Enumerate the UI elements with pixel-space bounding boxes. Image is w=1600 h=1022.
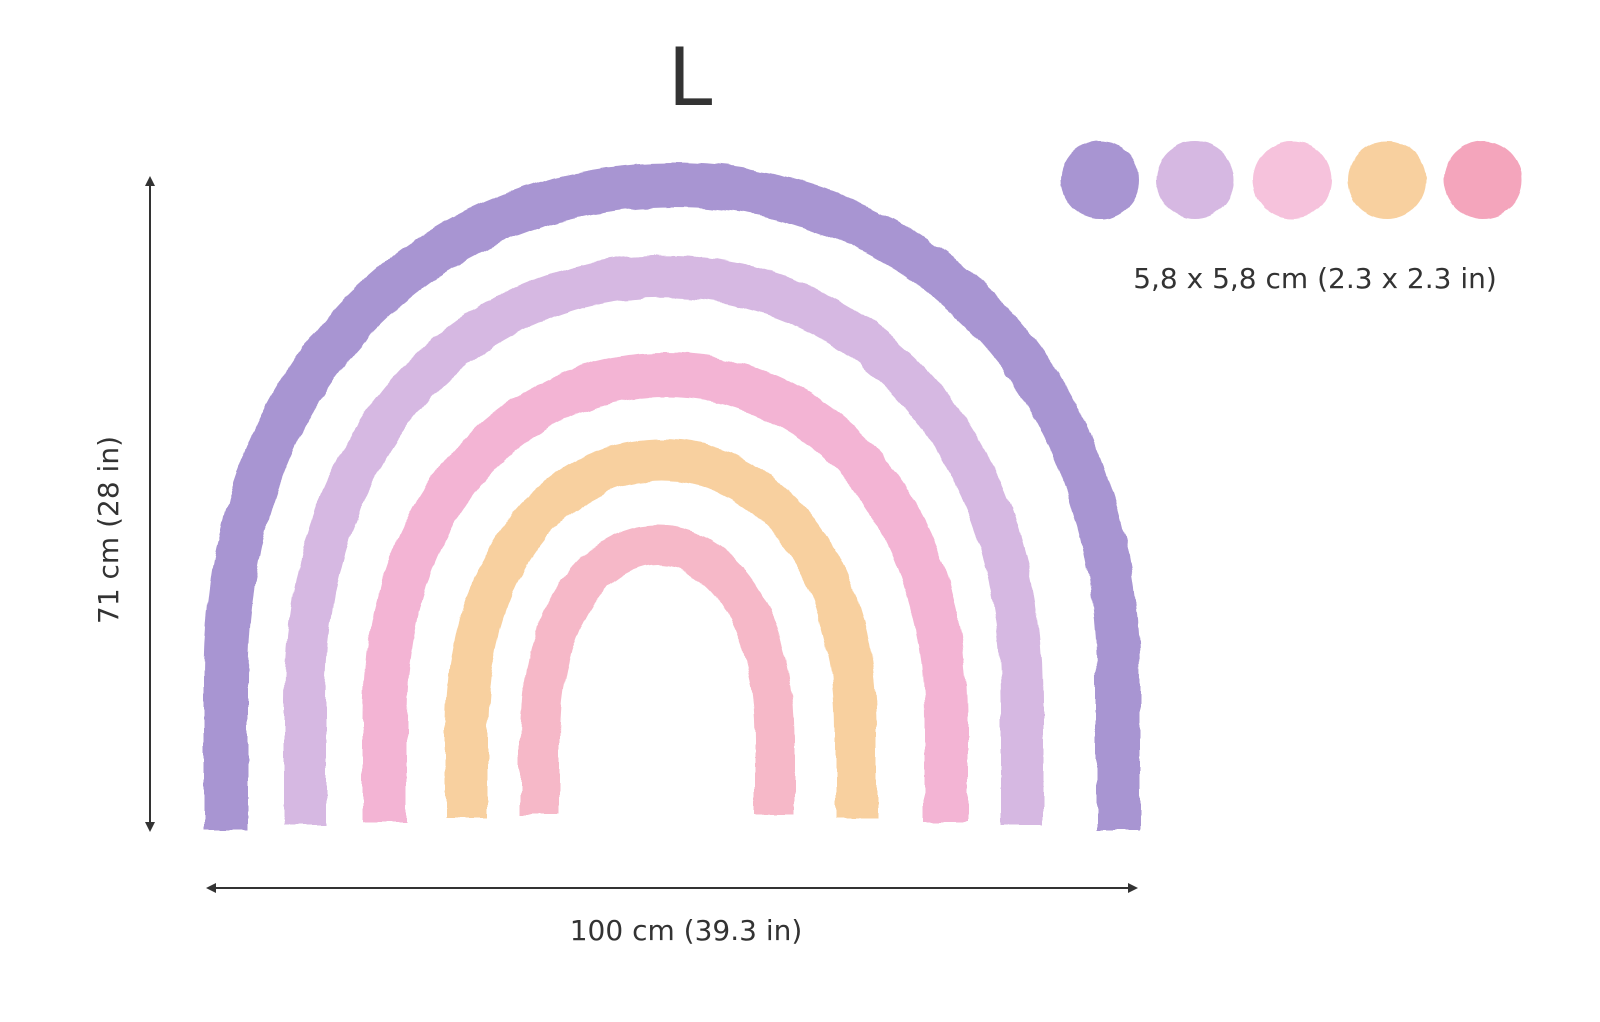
rainbow-band-5 <box>520 525 795 815</box>
color-dot-1 <box>1061 141 1139 219</box>
color-dot-4 <box>1348 141 1426 219</box>
height-label: 71 cm (28 in) <box>92 436 125 624</box>
width-label: 100 cm (39.3 in) <box>570 914 803 947</box>
rainbow-band-1 <box>204 163 1140 830</box>
rainbow-band-3 <box>363 353 968 822</box>
rainbow-band-4 <box>446 439 877 818</box>
size-label: L <box>667 31 713 124</box>
color-dot-2 <box>1156 141 1234 219</box>
dots-size-label: 5,8 x 5,8 cm (2.3 x 2.3 in) <box>1133 262 1497 295</box>
color-dot-3 <box>1253 141 1331 219</box>
color-dot-5 <box>1444 141 1522 219</box>
rainbow-band-2 <box>284 255 1043 825</box>
